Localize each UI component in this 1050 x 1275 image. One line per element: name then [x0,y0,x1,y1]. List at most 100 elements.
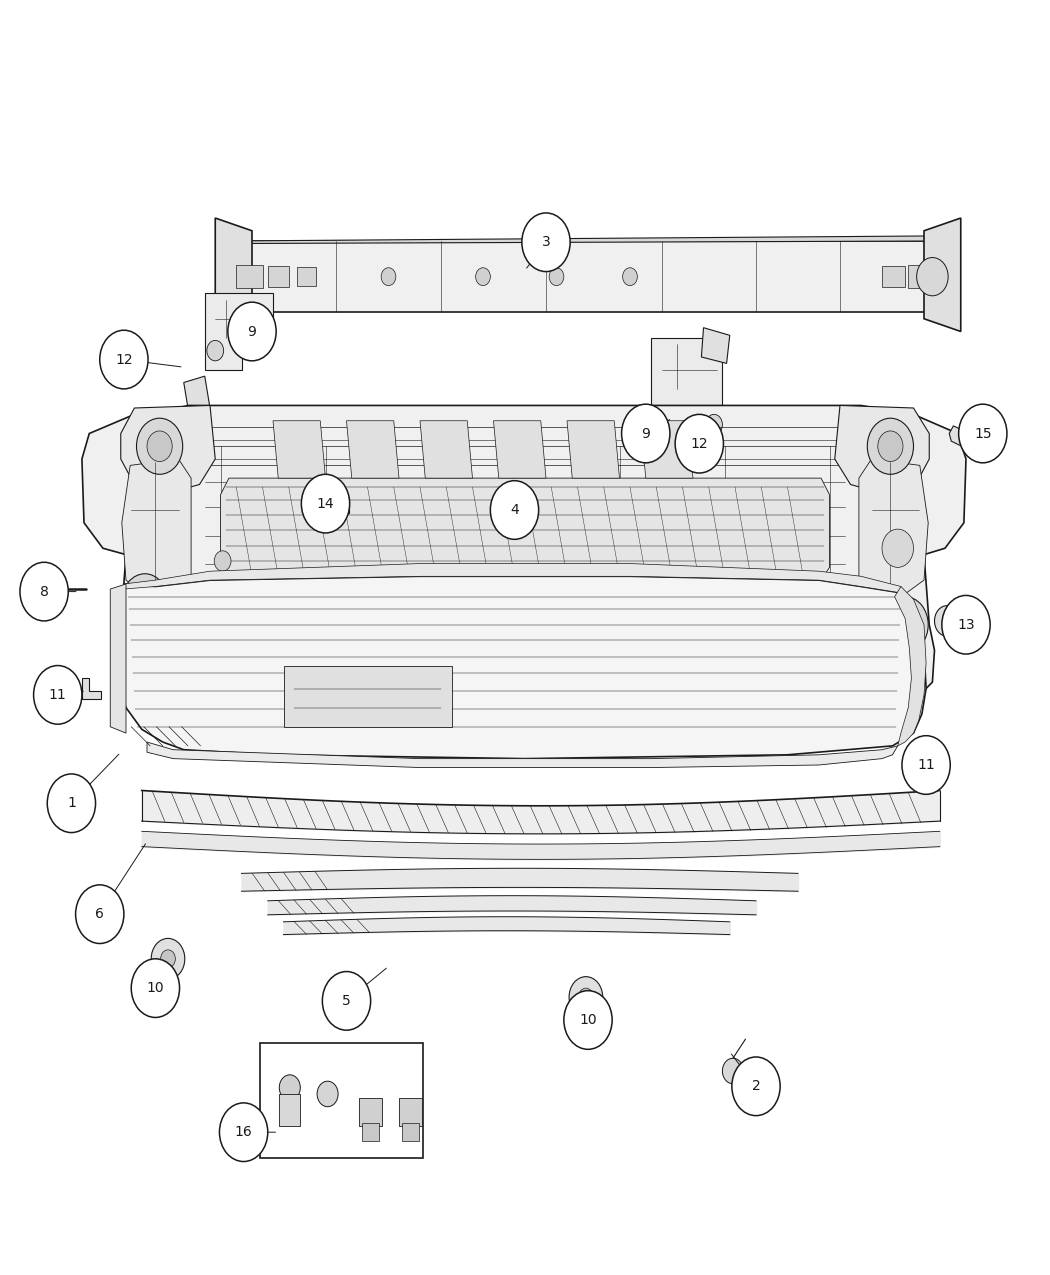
Circle shape [207,340,224,361]
Polygon shape [701,328,730,363]
Polygon shape [273,421,326,478]
Polygon shape [567,421,619,478]
Bar [882,266,905,287]
Bar [279,1094,300,1126]
Polygon shape [346,421,399,478]
Polygon shape [640,421,693,478]
Circle shape [122,574,168,630]
Polygon shape [949,426,970,446]
Circle shape [675,414,723,473]
Text: 13: 13 [958,618,974,631]
Text: 6: 6 [96,908,104,921]
Circle shape [942,595,990,654]
Polygon shape [184,376,210,414]
Circle shape [322,972,371,1030]
Circle shape [161,950,175,968]
Circle shape [623,268,637,286]
Circle shape [522,213,570,272]
Text: 9: 9 [248,325,256,338]
Text: 5: 5 [342,994,351,1007]
Circle shape [732,1057,780,1116]
Text: 12: 12 [691,437,708,450]
Circle shape [219,1103,268,1162]
Circle shape [34,666,82,724]
Circle shape [902,736,950,794]
Polygon shape [110,584,126,733]
Circle shape [214,617,231,638]
Circle shape [136,418,183,474]
Circle shape [76,885,124,944]
Circle shape [214,551,231,571]
Circle shape [317,1081,338,1107]
Circle shape [228,302,276,361]
Text: 11: 11 [918,759,935,771]
Bar [284,666,452,727]
Bar [260,1043,423,1158]
Circle shape [47,774,96,833]
Polygon shape [859,459,928,602]
Circle shape [882,597,928,653]
Circle shape [892,609,918,640]
Circle shape [549,268,564,286]
Polygon shape [494,421,546,478]
Bar [359,1098,382,1126]
Circle shape [878,431,903,462]
Circle shape [490,481,539,539]
Circle shape [100,330,148,389]
Bar [362,1123,379,1141]
Text: 1: 1 [67,797,76,810]
Polygon shape [420,421,472,478]
Bar [402,1123,419,1141]
Polygon shape [231,241,940,312]
Text: 2: 2 [752,1080,760,1093]
Circle shape [131,959,180,1017]
Polygon shape [334,497,349,513]
Circle shape [934,606,960,636]
Polygon shape [82,405,966,714]
Text: 10: 10 [580,1014,596,1026]
Polygon shape [220,478,830,580]
Circle shape [882,529,914,567]
Circle shape [279,1075,300,1100]
Text: 3: 3 [542,236,550,249]
Polygon shape [116,576,926,759]
Bar [399,1098,422,1126]
Text: 14: 14 [317,497,334,510]
Text: 4: 4 [510,504,519,516]
Text: 15: 15 [974,427,991,440]
Bar [922,263,938,291]
Circle shape [917,258,948,296]
Bar [236,265,262,288]
Circle shape [706,414,722,435]
Text: 10: 10 [147,982,164,994]
Circle shape [301,474,350,533]
Circle shape [20,562,68,621]
Circle shape [564,991,612,1049]
Circle shape [569,977,603,1017]
Bar [297,268,316,287]
Circle shape [147,431,172,462]
Polygon shape [924,218,961,332]
Circle shape [381,268,396,286]
Circle shape [722,1058,743,1084]
Polygon shape [82,678,101,699]
Circle shape [579,988,593,1006]
Text: 9: 9 [642,427,650,440]
Text: 12: 12 [116,353,132,366]
Polygon shape [835,405,929,495]
Polygon shape [205,293,273,370]
Polygon shape [215,218,252,332]
Circle shape [959,404,1007,463]
Circle shape [622,404,670,463]
Polygon shape [895,586,926,746]
Polygon shape [121,405,215,495]
Bar [908,265,927,288]
Circle shape [476,268,490,286]
Polygon shape [651,338,722,434]
Polygon shape [122,459,191,602]
Text: 8: 8 [40,585,48,598]
Polygon shape [907,745,937,765]
Polygon shape [124,564,901,593]
Circle shape [151,938,185,979]
Polygon shape [231,236,940,244]
